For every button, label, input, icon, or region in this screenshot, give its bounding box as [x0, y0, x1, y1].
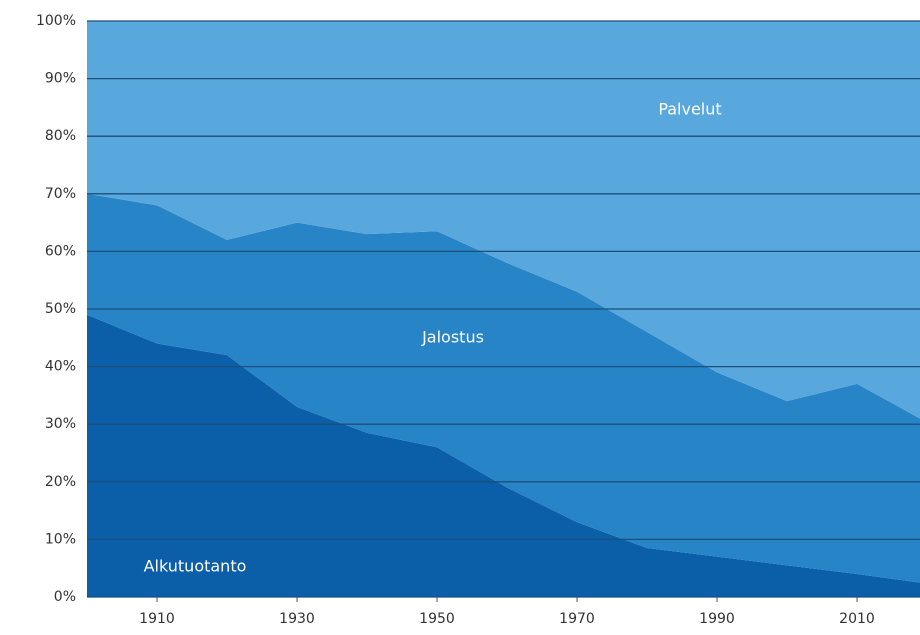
y-tick-label: 80% [45, 128, 76, 144]
y-tick-label: 0% [54, 589, 76, 605]
y-tick-label: 70% [45, 186, 76, 202]
y-tick-label: 20% [45, 474, 76, 490]
x-tick-label: 1930 [279, 611, 315, 627]
x-tick-label: 2010 [839, 611, 875, 627]
x-tick-label: 1990 [699, 611, 735, 627]
y-tick-label: 30% [45, 416, 76, 432]
area-label: Jalostus [421, 328, 484, 347]
area [87, 314, 920, 597]
area-label: Alkutuotanto [144, 557, 247, 576]
y-tick-label: 90% [45, 71, 76, 87]
area-label: Palvelut [658, 100, 721, 119]
x-tick-label: 1970 [559, 611, 595, 627]
area [87, 193, 920, 583]
y-tick-label: 50% [45, 301, 76, 317]
area [87, 21, 920, 419]
x-tick-label: 1910 [139, 611, 175, 627]
y-tick-label: 60% [45, 243, 76, 259]
x-tick-label: 1950 [419, 611, 455, 627]
y-tick-label: 10% [45, 531, 76, 547]
y-tick-label: 100% [36, 13, 76, 29]
y-tick-label: 40% [45, 359, 76, 375]
